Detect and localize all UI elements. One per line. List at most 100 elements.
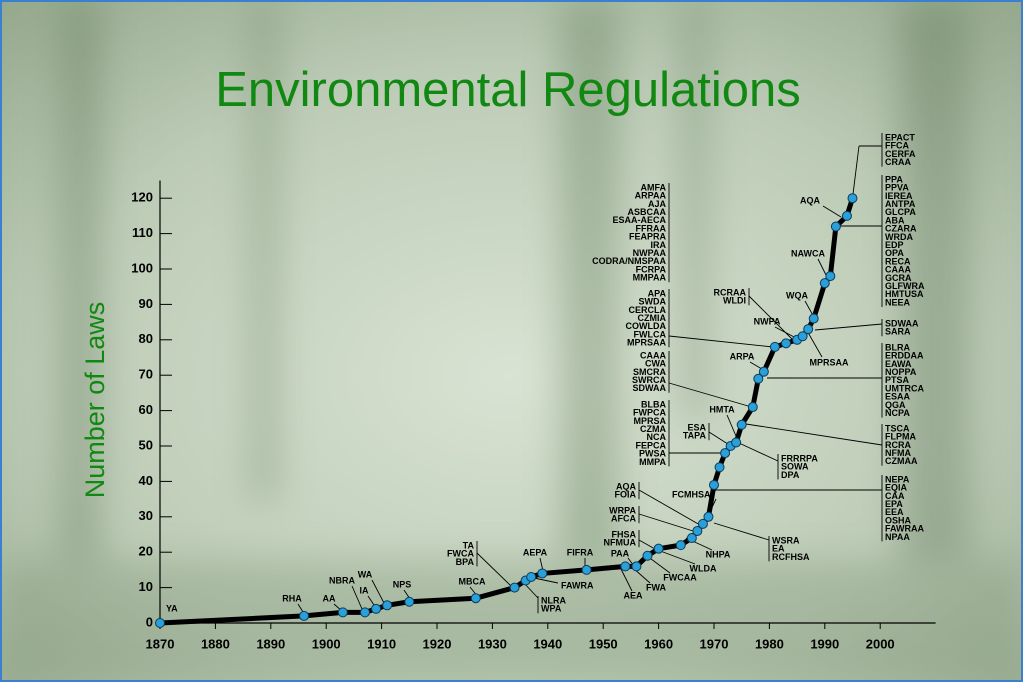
data-point	[404, 596, 415, 607]
annotation-label: FWCAA	[663, 572, 697, 582]
annotation-leader	[476, 552, 512, 587]
annotation-label: ESAA	[885, 392, 911, 402]
annotation-label: FFCA	[885, 141, 909, 151]
annotation-label: ESAA-AECA	[612, 215, 666, 225]
data-point	[841, 210, 852, 221]
annotation-label: CZARA	[885, 224, 917, 234]
annotation-label: SOWA	[781, 462, 809, 472]
annotation-label: CERCLA	[629, 305, 667, 315]
annotation-label: CAAA	[885, 265, 911, 275]
annotation-label: MPRSAA	[627, 338, 667, 348]
annotation-label: IA	[360, 585, 370, 595]
x-tick-label: 1960	[644, 636, 673, 651]
x-tick-label: 1880	[201, 636, 230, 651]
annotation-label: PPA	[885, 174, 903, 184]
data-point	[692, 525, 703, 536]
annotation-label: CWA	[645, 359, 666, 369]
annotation-leader	[745, 423, 883, 446]
annotation-label: FEPCA	[635, 440, 666, 450]
x-tick-label: 1930	[478, 636, 507, 651]
annotation-label: YA	[166, 603, 178, 613]
x-tick-label: 1910	[367, 636, 396, 651]
data-point	[537, 568, 548, 579]
data-point	[337, 607, 348, 618]
annotation-label: HMTA	[709, 404, 735, 414]
data-point	[758, 366, 769, 377]
y-tick-label: 110	[132, 225, 153, 240]
annotation-leader	[367, 595, 375, 606]
data-point	[709, 479, 719, 490]
annotation-label: AEA	[623, 590, 643, 600]
annotation-label: WA	[358, 569, 373, 579]
chart-title: Environmental Regulations	[215, 63, 801, 117]
annotation-leader	[638, 539, 656, 550]
data-point	[703, 511, 714, 522]
annotation-label: CZMIA	[638, 313, 667, 323]
annotation-label: PTSA	[885, 375, 910, 385]
data-point	[736, 419, 747, 430]
annotation-label: MMPA	[639, 457, 666, 467]
data-point	[697, 518, 708, 529]
annotation-label: PWSA	[639, 449, 667, 459]
data-point	[797, 331, 808, 342]
x-tick-label: 1890	[256, 636, 285, 651]
annotation-label: ABA	[885, 215, 905, 225]
data-point	[803, 324, 814, 335]
annotation-label: NFMUA	[604, 538, 637, 548]
annotation-label: AQA	[800, 195, 821, 205]
data-point	[847, 193, 858, 204]
annotation-label: NBRA	[329, 575, 355, 585]
annotation-label: COWLDA	[626, 321, 667, 331]
annotation-leader	[297, 603, 304, 613]
annotation-label: FHSA	[612, 529, 637, 539]
annotation-label: SDWAA	[885, 318, 919, 328]
annotation-label: AMFA	[641, 182, 667, 192]
annotation-label: EQIA	[885, 483, 908, 493]
annotation-label: IRA	[651, 240, 667, 250]
annotation-label: NOPPA	[885, 367, 917, 377]
annotation-label: PAA	[611, 548, 630, 558]
annotation: AMFAARPAAAJAASBCAAESAA-AECAFFRAAFEAPRAIR…	[592, 182, 670, 283]
annotation-label: NEPA	[885, 474, 910, 484]
annotation-label: NHPA	[706, 549, 731, 559]
annotation-label: OSHA	[885, 515, 912, 525]
y-tick-label: 120	[131, 190, 153, 205]
annotation-label: AEPA	[523, 547, 548, 557]
annotation-label: APA	[648, 288, 667, 298]
annotation-label: FWA	[646, 582, 666, 592]
x-tick-label: 1940	[533, 636, 562, 651]
annotation-leader	[822, 205, 842, 218]
annotation-label: EEA	[885, 507, 904, 517]
annotation-label: NLRA	[541, 595, 566, 605]
annotation-label: AA	[323, 593, 336, 603]
annotation-label: FCRPA	[636, 264, 667, 274]
annotation: RHA	[282, 593, 304, 613]
y-tick-label: 100	[131, 260, 153, 275]
annotation-label: SDWAA	[633, 383, 667, 393]
y-tick-label: 90	[139, 296, 153, 311]
annotation-label: FOIA	[615, 490, 637, 500]
annotation-label: NPAA	[885, 532, 910, 542]
annotation-label: FAWRAA	[885, 524, 924, 534]
y-tick-label: 80	[139, 331, 153, 346]
annotation-label: SWDA	[639, 297, 667, 307]
annotation-label: CODRA/NMSPAA	[592, 256, 666, 266]
annotation-label: CAAA	[640, 350, 666, 360]
annotation: NBRA	[329, 575, 363, 610]
annotation-leader	[533, 577, 559, 584]
annotation-label: WPA	[541, 604, 562, 614]
annotation-label: EDP	[885, 240, 904, 250]
data-point	[686, 533, 697, 544]
data-point	[825, 271, 836, 282]
annotation-label: BLBA	[641, 399, 666, 409]
annotation-label: FLPMA	[885, 432, 916, 442]
annotation-leader	[738, 442, 779, 462]
annotation-label: HMTUSA	[885, 289, 924, 299]
